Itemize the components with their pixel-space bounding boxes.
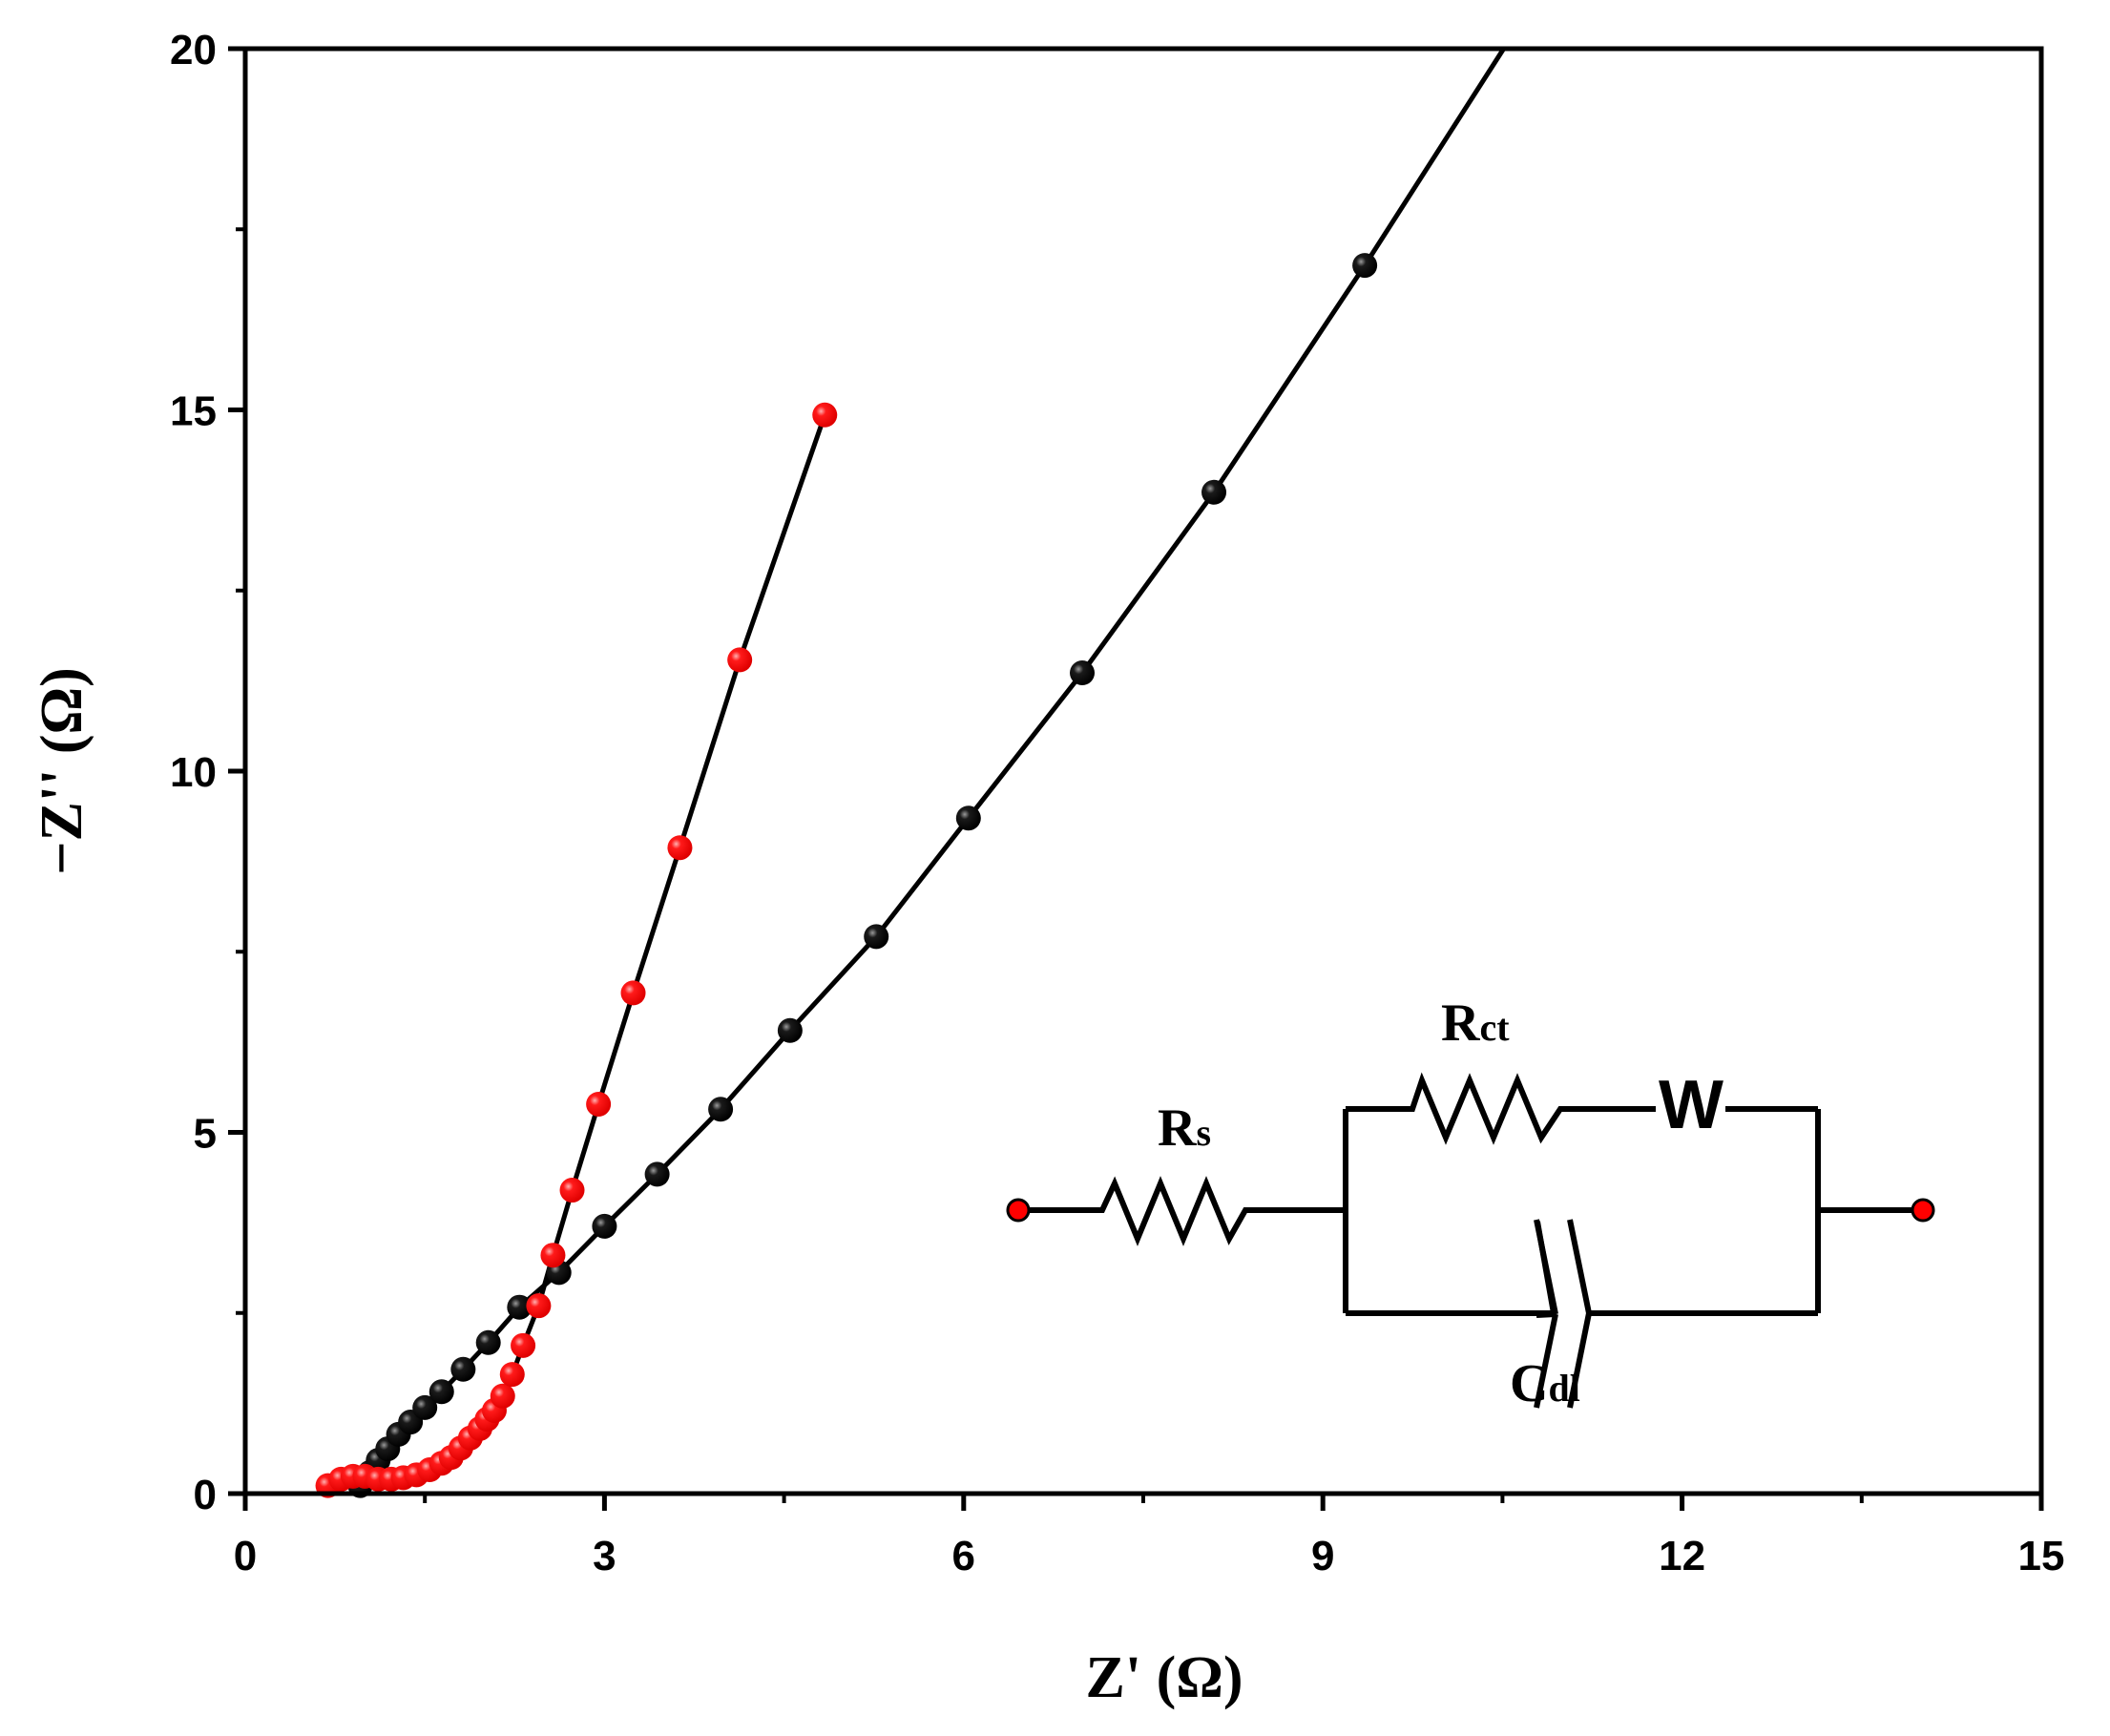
- rct-label: Rct: [1441, 993, 1510, 1053]
- black-data-point: [507, 1294, 533, 1320]
- series-line: [358, 47, 1506, 1488]
- black-data-point: [644, 1161, 670, 1187]
- x-tick-label: 9: [1311, 1533, 1334, 1579]
- y-tick-label: 10: [170, 749, 217, 796]
- black-data-point: [475, 1329, 501, 1355]
- x-tick-label: 15: [2018, 1533, 2065, 1579]
- x-tick-label: 12: [1659, 1533, 1705, 1579]
- y-tick-label: 20: [170, 27, 217, 73]
- black-data-point: [708, 1097, 734, 1122]
- series-line: [326, 413, 827, 1488]
- black-data-point: [592, 1213, 617, 1239]
- red-data-point: [499, 1362, 525, 1388]
- black-data-point: [1201, 479, 1227, 505]
- capacitor-plate: [1534, 1313, 1558, 1409]
- x-axis-title: Z' (Ω): [1085, 1645, 1243, 1710]
- red-data-point: [727, 647, 753, 673]
- red-data-point: [620, 980, 646, 1006]
- red-data-point: [526, 1293, 552, 1319]
- black-data-point: [412, 1394, 438, 1420]
- black-data-point: [777, 1017, 803, 1043]
- black-data-point: [428, 1379, 454, 1405]
- black-data-point: [955, 805, 981, 831]
- red-data-point: [511, 1332, 536, 1358]
- rct-resistor-icon: [1408, 1072, 1656, 1145]
- x-tick-label: 0: [234, 1533, 257, 1579]
- y-axis-title: −Z'' (Ω): [30, 667, 94, 875]
- plot-frame: [242, 46, 2044, 1496]
- red-data-point: [490, 1383, 515, 1409]
- left-terminal-dot: [1006, 1198, 1031, 1223]
- y-tick-label: 5: [194, 1111, 217, 1158]
- axis-ticks: 0 3 6 9 12 15 0 5 10 15 20: [170, 27, 2064, 1579]
- black-data-point: [1352, 253, 1378, 279]
- x-tick-label: 3: [593, 1533, 616, 1579]
- x-tick-label: 6: [952, 1533, 975, 1579]
- black-data-point: [1070, 660, 1096, 686]
- red-data-point: [559, 1178, 585, 1203]
- data-series: [315, 47, 1506, 1498]
- red-data-point: [667, 835, 693, 861]
- warburg-label: W: [1659, 1067, 1724, 1143]
- black-data-point: [450, 1356, 476, 1382]
- rs-resistor-icon: [1096, 1176, 1346, 1246]
- rs-label: Rs: [1158, 1098, 1211, 1158]
- black-data-point: [864, 924, 889, 950]
- y-tick-label: 0: [194, 1472, 217, 1518]
- red-data-point: [812, 402, 838, 428]
- right-terminal-dot: [1911, 1198, 1935, 1223]
- red-data-point: [540, 1243, 566, 1268]
- red-data-point: [586, 1091, 612, 1117]
- y-tick-label: 15: [170, 388, 217, 435]
- equivalent-circuit-inset: [1026, 1072, 1918, 1409]
- cdl-label: Cdl: [1510, 1354, 1580, 1413]
